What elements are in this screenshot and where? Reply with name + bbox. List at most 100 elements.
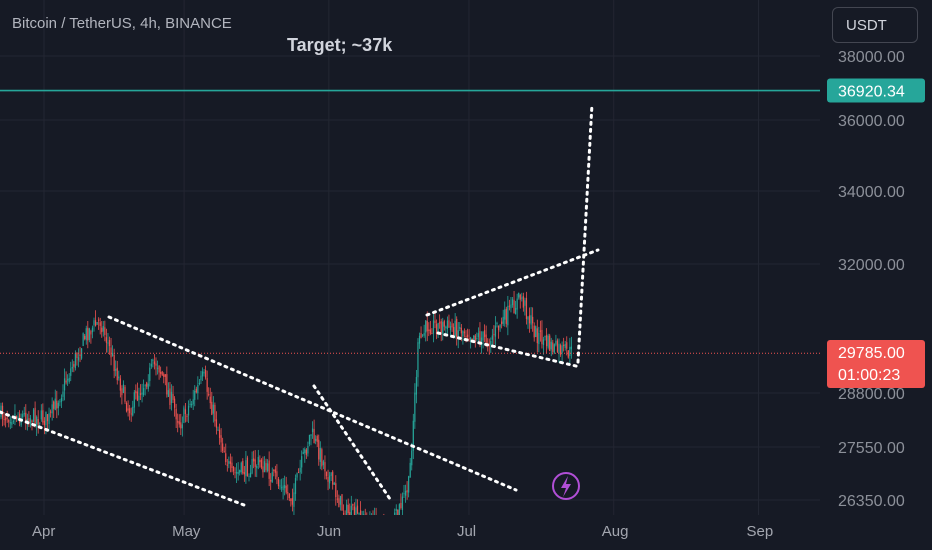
candle-body	[284, 484, 286, 489]
candle-body	[113, 355, 115, 372]
candle-body	[166, 374, 168, 395]
candle-body	[146, 382, 148, 387]
candle-body	[147, 383, 149, 389]
candle-body	[187, 405, 190, 416]
candle-body	[296, 473, 298, 478]
candle-body	[308, 434, 311, 445]
candle-body	[253, 458, 255, 462]
target-annotation: Target; ~37k	[287, 35, 393, 55]
candle-body	[28, 418, 30, 425]
candle-body	[259, 459, 261, 463]
candle-body	[532, 316, 534, 324]
candle-body	[172, 393, 174, 400]
candle-body	[267, 463, 269, 472]
candle-body	[440, 321, 442, 334]
candle-body	[68, 377, 70, 382]
candle-body	[434, 320, 436, 324]
candle-body	[211, 401, 213, 415]
candle-body	[488, 343, 490, 347]
candle-body	[3, 418, 5, 420]
candle-body	[353, 506, 355, 519]
candle-body	[200, 375, 202, 381]
candle-body	[222, 443, 224, 451]
candle-body	[208, 394, 210, 396]
price-axis-label: 34000.00	[838, 184, 905, 201]
candle-body	[23, 413, 25, 415]
candle-body	[133, 392, 135, 408]
price-axis-label: 32000.00	[838, 257, 905, 274]
candle-body	[184, 409, 187, 415]
candle-body	[515, 308, 517, 315]
candle-body	[119, 378, 121, 391]
candle-body	[108, 340, 111, 347]
candle-body	[431, 333, 433, 335]
candle-body	[225, 453, 227, 463]
candle-body	[198, 382, 200, 385]
trendline	[576, 102, 594, 364]
target-price-badge: 36920.34	[827, 78, 925, 103]
candle-body	[70, 368, 72, 376]
trendline	[425, 248, 600, 317]
candle-body	[121, 388, 123, 396]
trendline	[0, 410, 246, 507]
candle-body	[282, 485, 284, 491]
price-axis-label: 36000.00	[838, 113, 905, 130]
candle-body	[425, 320, 427, 333]
candle-body	[150, 363, 152, 367]
candle-body	[50, 411, 52, 413]
candle-body	[414, 392, 416, 422]
candle-body	[350, 505, 352, 519]
svg-text:01:00:23: 01:00:23	[838, 367, 900, 384]
candle-body	[180, 422, 182, 429]
candle-body	[397, 509, 399, 516]
time-axis-label: Jun	[317, 523, 341, 540]
candle-body	[349, 512, 351, 518]
candle-body	[85, 328, 87, 341]
candle-body	[138, 395, 140, 401]
candle-body	[442, 322, 444, 334]
candle-body	[482, 331, 484, 341]
candle-body	[169, 388, 171, 405]
candle-body	[549, 335, 551, 351]
currency-button[interactable]: USDT	[832, 7, 918, 43]
candle-body	[462, 330, 464, 337]
candle-body	[11, 422, 13, 425]
candle-body	[156, 367, 159, 369]
candle-body	[302, 452, 304, 454]
candle-body	[177, 421, 179, 423]
candle-body	[496, 323, 498, 325]
candle-body	[54, 398, 56, 410]
candle-body	[511, 299, 514, 306]
candle-body	[223, 451, 225, 453]
candle-body	[533, 325, 535, 338]
candle-body	[330, 472, 332, 476]
candle-body	[243, 472, 245, 475]
candle-body	[333, 482, 335, 485]
candle-body	[279, 485, 281, 487]
candle-body	[273, 469, 275, 472]
candle-body	[346, 504, 348, 519]
candle-body	[53, 401, 55, 409]
candle-body	[257, 456, 259, 465]
candle-body	[316, 436, 318, 442]
svg-text:36920.34: 36920.34	[838, 84, 905, 101]
trendline	[436, 331, 582, 369]
price-axis-label: 28800.00	[838, 386, 905, 403]
candle-body	[513, 299, 515, 314]
candle-body	[22, 414, 24, 418]
candle-body	[355, 507, 357, 521]
candle-body	[553, 344, 555, 353]
candle-body	[56, 400, 58, 409]
candle-body	[231, 462, 233, 469]
candle-body	[77, 357, 80, 361]
candle-body	[88, 328, 90, 340]
candle-body	[260, 459, 262, 468]
candle-body	[415, 376, 417, 395]
candle-body	[163, 374, 165, 377]
candle-body	[194, 390, 196, 400]
candle-body	[36, 416, 38, 427]
candle-body	[437, 323, 439, 334]
candle-body	[428, 329, 430, 331]
price-axis-label: 26350.00	[838, 493, 905, 510]
